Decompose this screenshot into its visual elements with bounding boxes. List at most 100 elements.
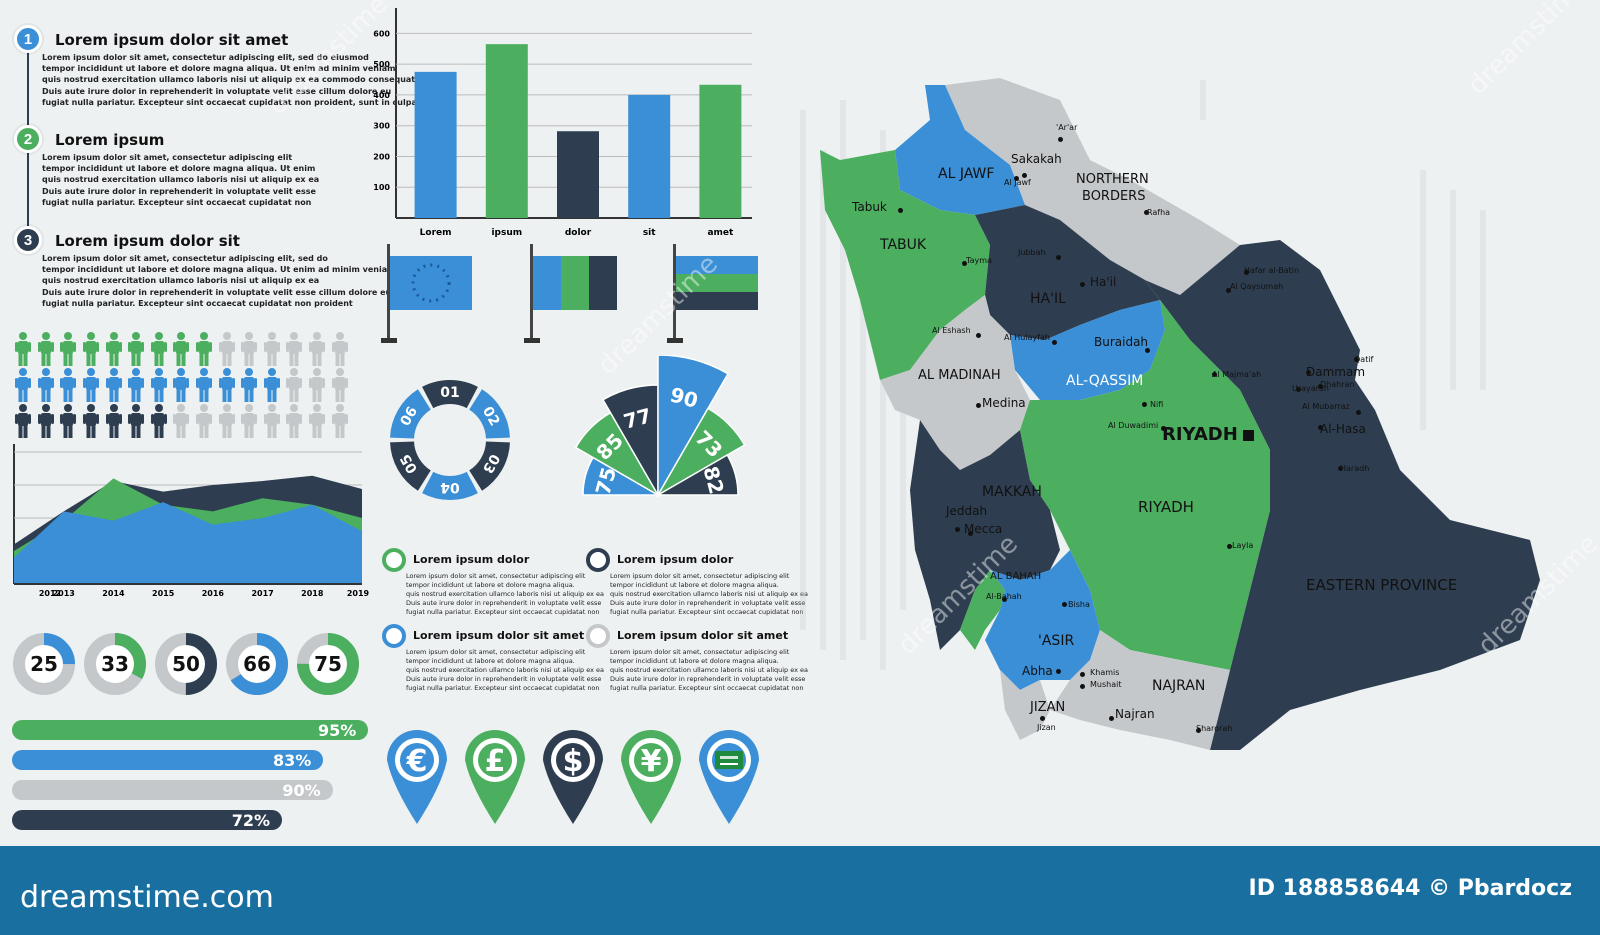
map-city-label: Ha'il [1090,275,1117,289]
person-icon [12,368,35,404]
region-hail [975,205,1160,340]
map-region-label: AL BAHAH [990,571,1042,582]
section-text-line: quis nostrud exercitation ullamco labori… [42,75,419,85]
donut-value [226,633,288,695]
person-icon [57,332,80,368]
info-title: Lorem ipsum dolor sit amet [617,629,789,642]
map-city-label: Hafar al-Batin [1244,266,1300,275]
map-city-label: Dammam [1306,365,1366,379]
donut-value [13,633,75,695]
person-icon [238,332,261,368]
donut-label: 50 [172,652,200,676]
people-row-1 [12,332,351,368]
cycle-segment [422,380,478,409]
city-dot-icon [955,527,960,532]
map-city-label: Al-Hasa [1320,422,1366,436]
map-region-label: NAJRAN [1152,678,1206,694]
city-dot-icon [1318,425,1323,430]
person-icon [328,332,351,368]
donut-value [297,633,359,695]
info-text-line: tempor incididunt ut labore et dolore ma… [406,581,575,589]
map-region-label: EASTERN PROVINCE [1306,576,1458,594]
tricolor-vertical-flag-icon [524,244,617,343]
progress-label: 72% [231,810,270,830]
city-dot-icon [968,531,973,536]
person-icon [306,332,329,368]
section-text-line: Duis aute irure dolor in reprehenderit i… [42,287,392,297]
people-row-2 [12,368,351,404]
donut-row: 25 33 50 66 75 [13,633,359,695]
map-city-label: Al Eshash [932,326,971,335]
x-tick-label: 2014 [102,589,125,598]
map-city-label: Jizan [1037,723,1056,732]
region-al-jawf [895,85,1025,215]
person-icon [35,332,58,368]
person-icon [328,368,351,404]
person-icon [148,368,171,404]
region-al-qassim [1010,300,1165,400]
city-dot-icon [1056,669,1061,674]
progress-bar: 95% [12,720,369,740]
tricolor-horizontal-flag-icon [667,244,758,343]
map-city-label: Sharorah [1196,724,1233,733]
bar [414,71,457,218]
progress-bar: 83% [12,750,324,770]
y-tick-label: 300 [373,122,390,131]
section-text-line: Duis aute irure dolor in reprehenderit i… [42,186,316,196]
pound-icon: £ [465,730,525,824]
info-title: Lorem ipsum dolor [617,553,734,566]
x-tick-label: 2019 [347,589,370,598]
person-icon [12,332,35,368]
info-text-line: Duis aute irure dolor in reprehenderit i… [610,599,806,607]
donut-label: 25 [30,652,58,676]
donut-value [155,633,217,695]
currency-pins: € £ $ ¥ [387,729,759,824]
dollar-icon: $ [543,730,603,824]
city-dot-icon [1318,384,1323,389]
map-city-label: Nifi [1150,400,1164,409]
info-text-line: tempor incididunt ut labore et dolore ma… [610,581,779,589]
info-text-line: quis nostrud exercitation ullamco labori… [610,590,809,598]
fan-segment [657,355,730,498]
x-tick-label: ipsum [491,228,522,238]
person-icon [57,368,80,404]
section-1-text: Lorem ipsum dolor sit amet, consectetur … [42,52,418,108]
info-text-line: fugiat nulla pariatur. Excepteur sint oc… [406,608,600,616]
info-title: Lorem ipsum dolor sit amet [413,629,585,642]
y-tick-label: 100 [373,183,390,192]
person-icon [12,404,35,440]
map-city-label: Tayma [966,256,992,265]
map-capital-label: RIYADH [1162,424,1238,445]
region-eastern-province [1145,240,1540,750]
map-city-label: Urayarah [1292,384,1329,393]
map-city-label: Mushait [1090,680,1122,689]
person-icon [261,404,284,440]
pin-symbol: ¥ [641,744,662,779]
progress-bar: 72% [12,810,282,830]
cycle-segment [390,441,431,491]
section-text-line: fugiat nulla pariatur. Excepteur sint oc… [42,298,353,308]
eu-flag-icon [381,244,472,343]
city-dot-icon [1226,288,1231,293]
city-dot-icon [1296,387,1301,392]
x-tick-label: dolor [565,228,592,238]
region-jizan [1000,670,1050,740]
city-dot-icon [1080,684,1085,689]
region-al-bahah [960,570,1005,650]
bar-chart: 100 200 300 400 500 600 Lorem ipsum dolor sit amet [373,8,752,238]
cycle-segment [469,441,510,491]
x-tick-label: amet [707,228,734,238]
map-region-label: HA'IL [1030,291,1066,307]
info-text: Lorem ipsum dolor sit amet, consectetur … [610,648,808,693]
region-asir [985,550,1100,690]
person-icon [193,404,216,440]
map-region-label: AL JAWF [938,166,995,182]
region-al-madinah [880,295,1030,470]
brand-logo[interactable]: dreamstime.com [20,880,274,915]
map-city-label: Al Hulayfah [1004,333,1050,342]
pin-symbol: € [406,744,428,779]
person-icon [215,404,238,440]
info-text-line: Lorem ipsum dolor sit amet, consectetur … [406,572,586,580]
info-bullet-icon [382,548,406,572]
